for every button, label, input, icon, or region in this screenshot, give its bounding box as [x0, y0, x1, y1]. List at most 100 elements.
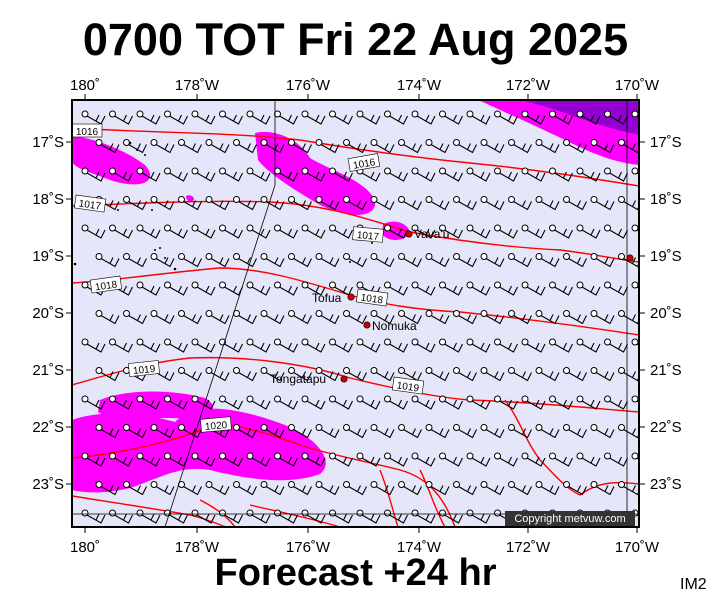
wind-barb: [219, 395, 243, 410]
wind-barb: [274, 395, 298, 410]
lat-label: 18˚S: [32, 191, 64, 208]
wind-barb: [384, 281, 408, 296]
wind-barb: [453, 310, 477, 325]
wind-barb: [494, 395, 518, 410]
wind-barb: [164, 452, 188, 467]
wind-barb: [466, 224, 491, 239]
wind-barb: [136, 509, 161, 524]
wind-barb: [453, 367, 477, 382]
wind-barb: [604, 395, 628, 410]
svg-text:1020: 1020: [205, 420, 229, 433]
wind-barb: [398, 196, 422, 211]
wind-barb: [315, 253, 340, 268]
wind-barb: [411, 167, 436, 182]
wind-barb: [329, 452, 353, 467]
wind-barb: [301, 338, 326, 353]
wind-barb: [109, 395, 133, 410]
wind-barb: [521, 167, 546, 182]
wind-barb: [439, 281, 463, 296]
wind-barb: [576, 395, 601, 410]
wind-barb: [508, 424, 532, 439]
wind-barb: [178, 367, 202, 382]
wind-barb: [343, 253, 367, 268]
wind-barb: [590, 310, 615, 325]
wind-barb: [398, 424, 422, 439]
wind-barb: [508, 310, 532, 325]
wind-barb: [164, 281, 188, 296]
wind-barb: [81, 224, 106, 239]
wind-barb: [109, 452, 133, 467]
wind-barb: [356, 281, 381, 296]
wind-barb: [81, 452, 106, 467]
wind-barb: [535, 367, 560, 382]
lat-label: 17˚S: [650, 134, 682, 151]
wind-barb: [109, 509, 133, 524]
wind-barb: [191, 338, 216, 353]
wind-barb: [164, 338, 188, 353]
isobar-label: 1018: [89, 275, 123, 293]
wind-barb: [439, 110, 463, 125]
wind-barb: [453, 481, 477, 496]
wind-barb: [246, 509, 271, 524]
wind-barb: [205, 310, 230, 325]
lon-label: 180˚: [70, 539, 100, 556]
wind-barb: [370, 139, 395, 154]
lat-label: 23˚S: [650, 476, 682, 493]
wind-barb: [453, 253, 477, 268]
wind-barb: [466, 281, 491, 296]
wind-barb: [576, 338, 601, 353]
wind-barb: [384, 167, 408, 182]
wind-barb: [315, 139, 340, 154]
lat-labels-right: 17˚S 18˚S 19˚S 20˚S 21˚S 22˚S 23˚S: [650, 134, 682, 493]
wind-barb: [549, 452, 573, 467]
wind-barb: [274, 452, 298, 467]
wind-barb: [466, 509, 491, 524]
wind-barb: [480, 481, 505, 496]
wind-barb: [274, 509, 298, 524]
wind-barb: [288, 253, 312, 268]
wind-barb: [590, 424, 615, 439]
wind-barb: [95, 481, 120, 496]
wind-barb: [466, 338, 491, 353]
wind-barb: [494, 452, 518, 467]
lon-label: 174˚W: [397, 539, 442, 556]
wind-barb: [535, 310, 560, 325]
wind-barb: [370, 481, 395, 496]
wind-barb: [178, 253, 202, 268]
wind-barb: [260, 139, 285, 154]
wind-barb: [150, 139, 175, 154]
wind-barb: [233, 139, 257, 154]
wind-barb: [329, 338, 353, 353]
lat-labels-left: 17˚S 18˚S 19˚S 20˚S 21˚S 22˚S 23˚S: [32, 134, 64, 493]
wind-barb: [590, 367, 615, 382]
wind-barb: [343, 424, 367, 439]
wind-barb: [191, 452, 216, 467]
wind-barb: [95, 367, 120, 382]
wind-barb: [384, 110, 408, 125]
lon-label: 170˚W: [615, 77, 660, 94]
wind-barb: [425, 481, 450, 496]
wind-barb: [425, 424, 450, 439]
wind-barb: [508, 139, 532, 154]
lon-label: 172˚W: [506, 539, 551, 556]
lat-label: 20˚S: [32, 305, 64, 322]
wind-barb: [274, 110, 298, 125]
wind-barb: [480, 253, 505, 268]
wind-barb: [191, 167, 216, 182]
wind-barb: [563, 253, 587, 268]
isobar-label: 1016: [347, 153, 381, 172]
wind-barb: [439, 452, 463, 467]
wind-barb: [411, 281, 436, 296]
wind-barb: [343, 310, 367, 325]
wind-barb: [260, 253, 285, 268]
wind-barb: [576, 452, 601, 467]
wind-barb: [123, 310, 147, 325]
wind-barb: [425, 367, 450, 382]
wind-barb: [233, 196, 257, 211]
wind-barb: [618, 139, 639, 154]
place-label: Vava'u: [414, 227, 449, 241]
place-marker: [347, 293, 355, 301]
wind-barb: [288, 481, 312, 496]
place-marker: [405, 230, 413, 238]
wind-barb: [521, 110, 546, 125]
